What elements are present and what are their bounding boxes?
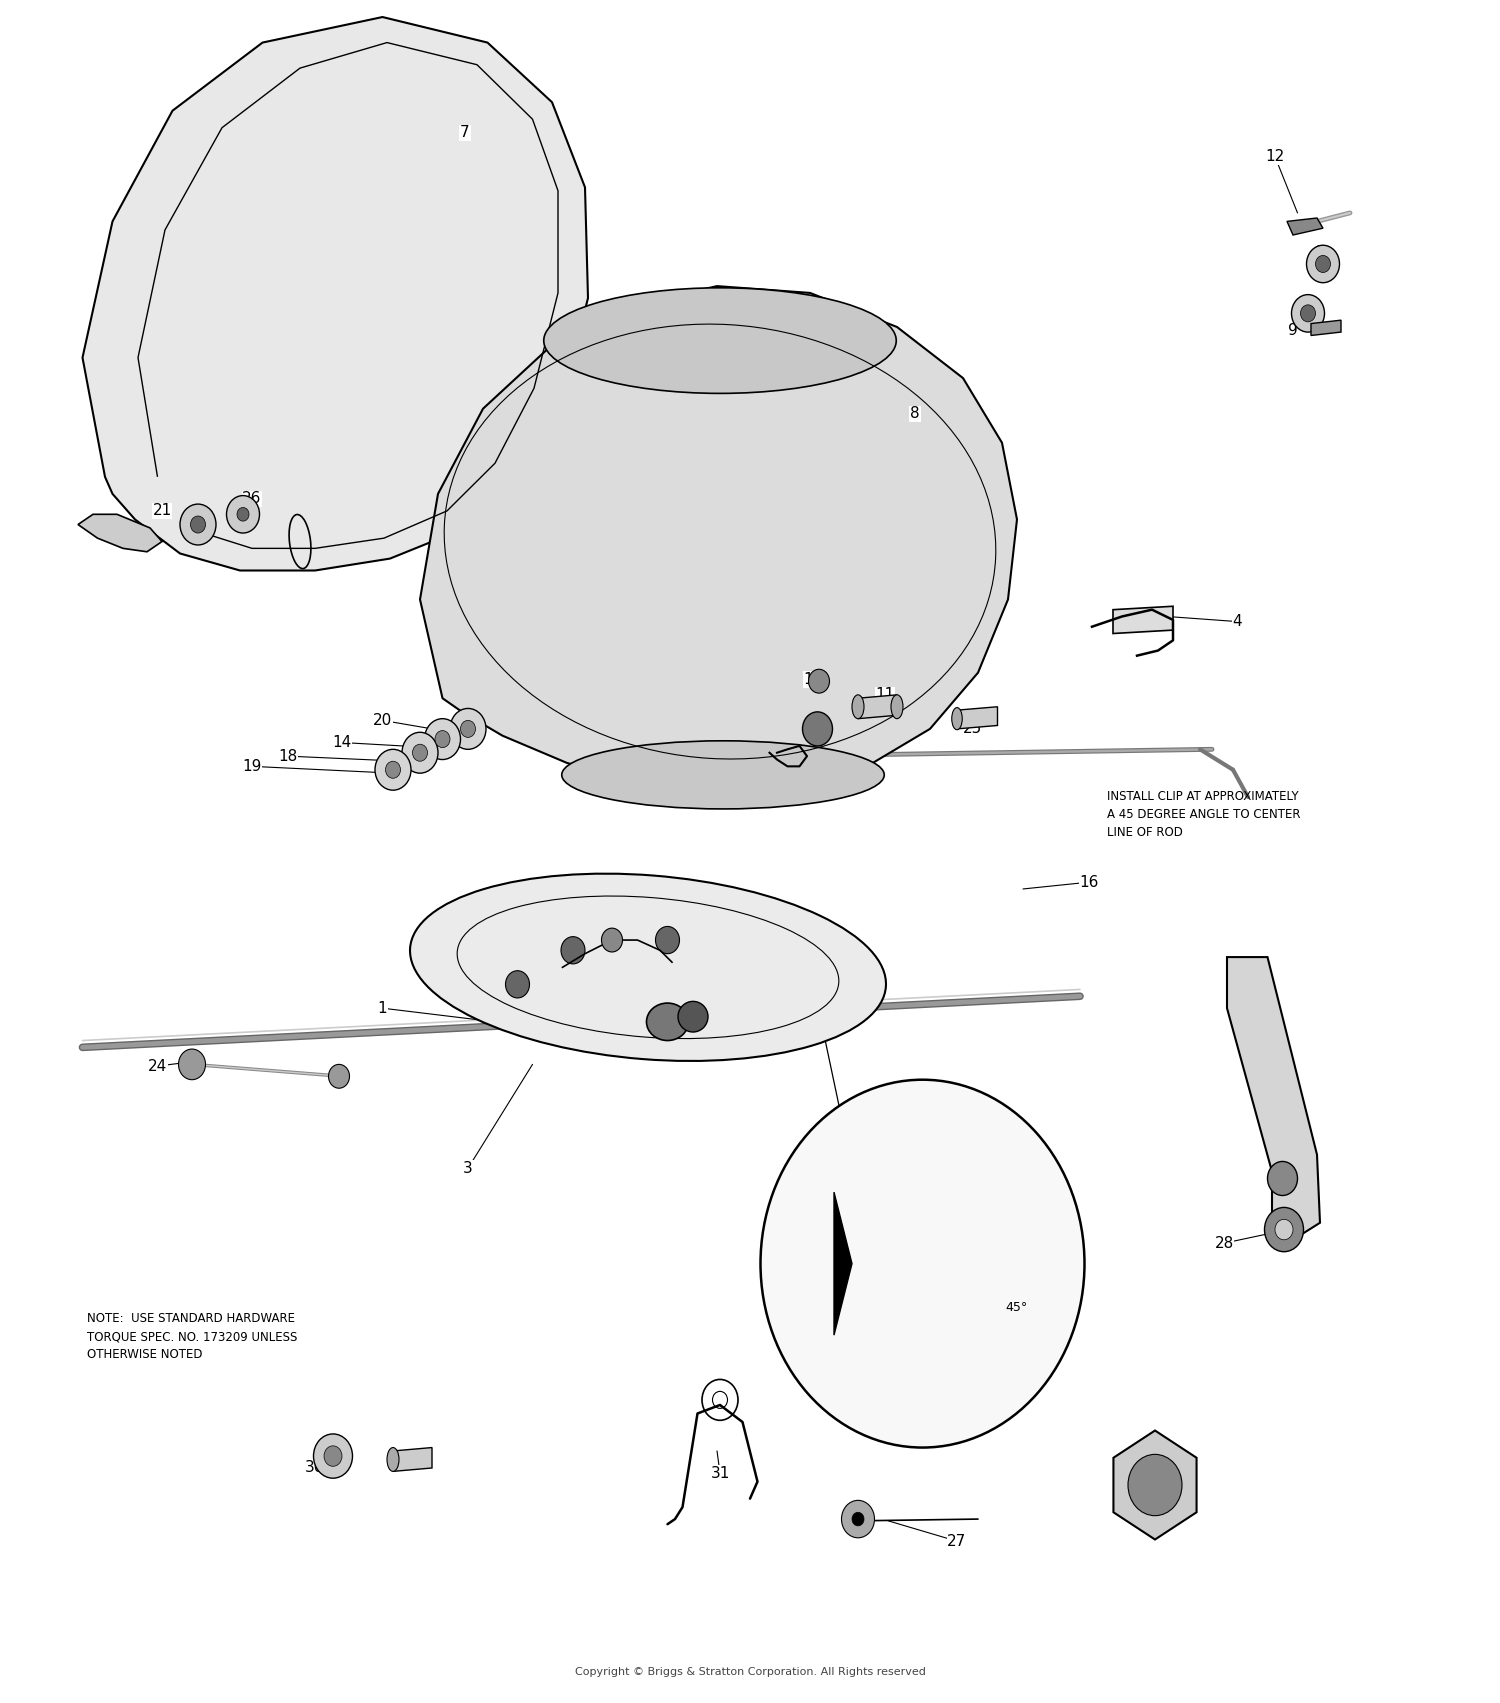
Text: 29: 29 [390,1458,408,1471]
Circle shape [1306,245,1340,283]
Polygon shape [420,286,1017,792]
Ellipse shape [450,708,486,749]
Text: 7: 7 [460,126,470,140]
Polygon shape [393,1448,432,1471]
Text: 6: 6 [104,525,112,538]
Ellipse shape [386,761,400,778]
Ellipse shape [413,744,428,761]
Polygon shape [82,17,588,571]
Ellipse shape [424,719,460,760]
Circle shape [561,937,585,964]
Text: 23: 23 [1278,1083,1296,1097]
Circle shape [324,1446,342,1466]
Text: 15: 15 [1128,1505,1146,1519]
Text: 18: 18 [279,749,297,763]
Text: 16: 16 [1080,875,1098,889]
Ellipse shape [891,695,903,719]
Circle shape [237,507,249,521]
Ellipse shape [561,741,885,809]
Circle shape [226,496,260,533]
Text: NOTE:  USE STANDARD HARDWARE
TORQUE SPEC. NO. 173209 UNLESS
OTHERWISE NOTED: NOTE: USE STANDARD HARDWARE TORQUE SPEC.… [87,1313,297,1361]
Polygon shape [957,707,998,729]
Text: 20: 20 [374,714,392,727]
Text: 9: 9 [1316,245,1324,259]
Text: INSTALL CLIP AT APPROXIMATELY
A 45 DEGREE ANGLE TO CENTER
LINE OF ROD: INSTALL CLIP AT APPROXIMATELY A 45 DEGRE… [1107,790,1300,838]
Text: 3: 3 [464,1161,472,1175]
Text: 12: 12 [1266,150,1284,163]
Circle shape [180,504,216,545]
Ellipse shape [402,732,438,773]
Text: 28: 28 [1215,1236,1233,1250]
Circle shape [1128,1454,1182,1516]
Text: 11: 11 [876,688,894,702]
Circle shape [602,928,622,952]
Text: 19: 19 [243,760,261,773]
Circle shape [178,1049,206,1080]
Polygon shape [1227,957,1320,1240]
Ellipse shape [460,720,476,737]
Polygon shape [1113,1431,1197,1540]
Ellipse shape [646,1003,688,1041]
Polygon shape [858,695,897,719]
Ellipse shape [387,1448,399,1471]
Ellipse shape [951,708,963,729]
Text: 13: 13 [1299,300,1317,313]
Text: 4: 4 [1233,615,1242,628]
Ellipse shape [852,695,864,719]
Text: 1: 1 [378,1001,387,1015]
Text: 5: 5 [682,933,692,947]
Circle shape [1300,305,1316,322]
Text: 17: 17 [804,673,822,686]
Polygon shape [78,514,162,552]
Text: Copyright © Briggs & Stratton Corporation. All Rights reserved: Copyright © Briggs & Stratton Corporatio… [574,1667,926,1677]
Circle shape [506,971,530,998]
Ellipse shape [678,1001,708,1032]
Text: 25: 25 [963,722,981,736]
Text: 22: 22 [674,364,692,378]
Ellipse shape [375,749,411,790]
Circle shape [1292,295,1324,332]
Polygon shape [1311,320,1341,335]
Circle shape [656,926,680,954]
Ellipse shape [543,288,897,393]
Text: 31: 31 [711,1466,729,1480]
Text: 8: 8 [910,407,920,421]
Text: 24: 24 [148,1059,166,1073]
Ellipse shape [435,731,450,748]
Circle shape [190,516,206,533]
Circle shape [328,1064,350,1088]
Circle shape [852,1512,864,1526]
Text: 21: 21 [153,504,171,518]
Circle shape [802,712,832,746]
Circle shape [1275,1219,1293,1240]
Circle shape [1268,1161,1298,1196]
Text: 45°: 45° [1005,1301,1028,1315]
Ellipse shape [410,874,886,1061]
Circle shape [842,1500,874,1538]
Polygon shape [1287,218,1323,235]
Circle shape [314,1434,352,1478]
Text: 10: 10 [753,766,771,780]
Circle shape [760,1080,1084,1448]
Text: 27: 27 [948,1534,966,1548]
Text: BRIGGS & STRATTON: BRIGGS & STRATTON [644,627,790,640]
Text: 2: 2 [598,964,608,978]
Text: 14: 14 [333,736,351,749]
Text: 9: 9 [1288,324,1298,337]
Circle shape [1316,255,1330,272]
Circle shape [1264,1207,1304,1252]
Polygon shape [1113,606,1173,634]
Polygon shape [834,1192,852,1335]
Text: 26: 26 [243,492,261,506]
Circle shape [808,669,830,693]
Text: 30: 30 [306,1461,324,1475]
